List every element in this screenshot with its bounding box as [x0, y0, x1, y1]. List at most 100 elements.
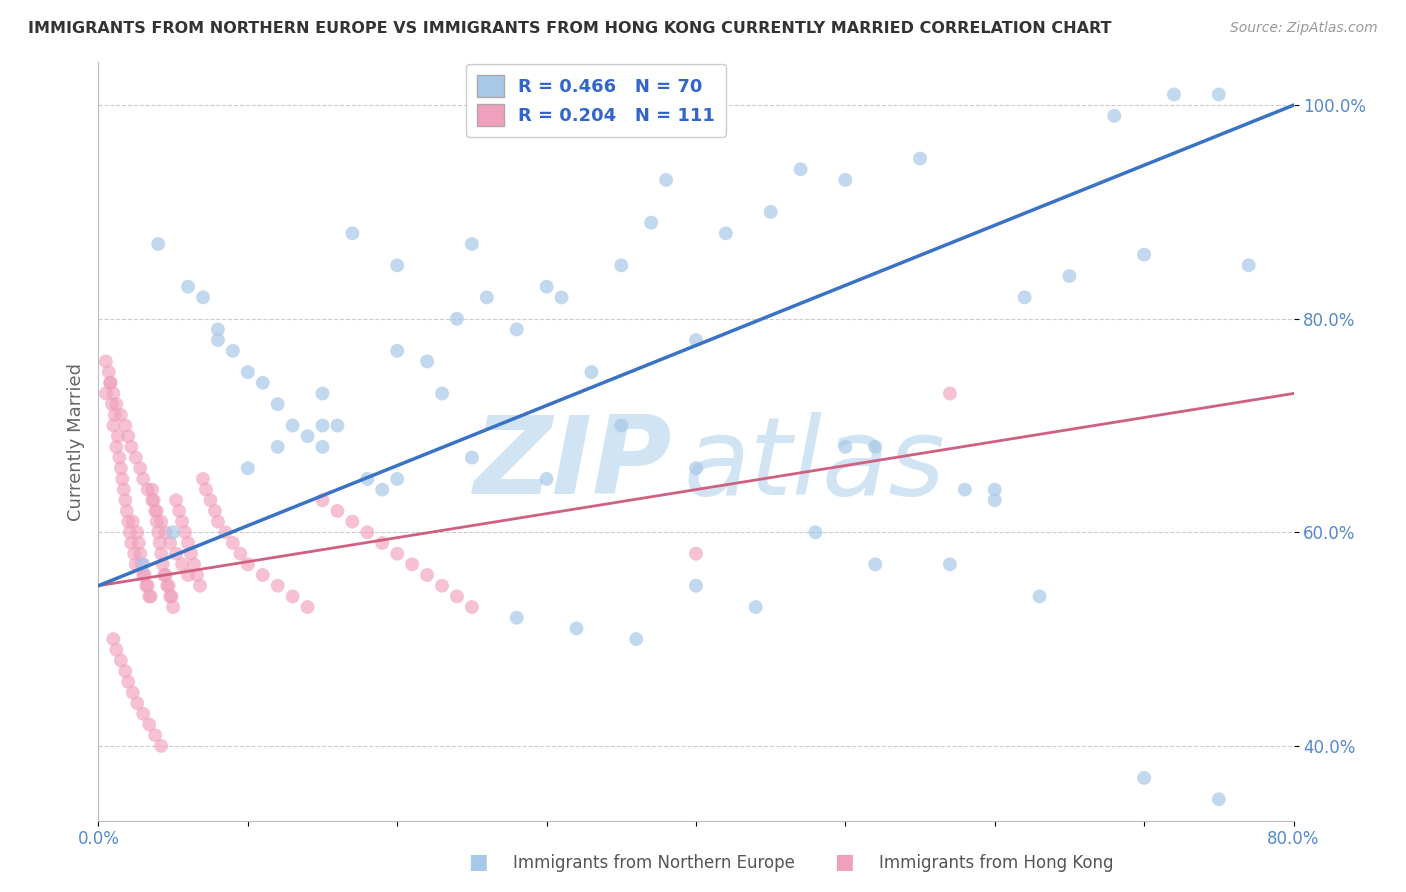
Point: [236, 558, 259, 572]
Point: [385, 547, 409, 561]
Point: [94, 386, 117, 401]
Point: [685, 579, 707, 593]
Text: ■: ■: [834, 853, 853, 872]
Point: [1208, 87, 1230, 102]
Point: [506, 322, 529, 336]
Point: [125, 558, 148, 572]
Point: [1028, 590, 1050, 604]
Point: [430, 386, 453, 401]
Point: [94, 354, 117, 368]
Point: [124, 547, 146, 561]
Point: [834, 173, 856, 187]
Text: Source: ZipAtlas.com: Source: ZipAtlas.com: [1230, 21, 1378, 35]
Point: [159, 536, 181, 550]
Point: [908, 152, 931, 166]
Point: [174, 525, 197, 540]
Point: [108, 450, 131, 465]
Point: [461, 600, 484, 615]
Point: [139, 590, 162, 604]
Point: [1059, 268, 1081, 283]
Point: [172, 515, 194, 529]
Point: [127, 525, 149, 540]
Point: [105, 642, 128, 657]
Point: [430, 579, 453, 593]
Point: [132, 706, 155, 721]
Point: [939, 558, 962, 572]
Point: [385, 258, 409, 272]
Text: Immigrants from Hong Kong: Immigrants from Hong Kong: [879, 855, 1114, 872]
Point: [103, 386, 125, 401]
Point: [180, 547, 202, 561]
Point: [105, 440, 128, 454]
Point: [311, 418, 333, 433]
Point: [640, 216, 662, 230]
Point: [121, 685, 143, 699]
Point: [114, 418, 136, 433]
Point: [138, 590, 160, 604]
Point: [103, 418, 125, 433]
Point: [120, 536, 142, 550]
Point: [581, 365, 603, 379]
Point: [98, 376, 122, 390]
Point: [156, 579, 179, 593]
Point: [342, 515, 364, 529]
Point: [114, 664, 136, 678]
Point: [135, 579, 157, 593]
Text: ZIP: ZIP: [474, 411, 672, 517]
Point: [155, 568, 177, 582]
Point: [385, 472, 409, 486]
Point: [385, 343, 409, 358]
Point: [416, 568, 439, 582]
Point: [117, 429, 139, 443]
Point: [610, 418, 633, 433]
Point: [356, 525, 378, 540]
Point: [143, 504, 166, 518]
Point: [356, 472, 378, 486]
Text: atlas: atlas: [685, 412, 946, 516]
Point: [229, 547, 252, 561]
Point: [118, 525, 141, 540]
Point: [745, 600, 768, 615]
Point: [145, 504, 167, 518]
Point: [281, 590, 304, 604]
Point: [150, 547, 173, 561]
Point: [1133, 771, 1156, 785]
Point: [401, 558, 423, 572]
Point: [865, 440, 887, 454]
Point: [103, 632, 125, 646]
Point: [939, 386, 962, 401]
Point: [172, 558, 194, 572]
Point: [311, 493, 333, 508]
Point: [207, 515, 229, 529]
Point: [131, 558, 153, 572]
Point: [145, 515, 167, 529]
Point: [111, 472, 134, 486]
Point: [136, 483, 159, 497]
Point: [101, 397, 124, 411]
Point: [191, 472, 214, 486]
Point: [110, 408, 132, 422]
Point: [97, 365, 120, 379]
Point: [865, 558, 887, 572]
Point: [804, 525, 827, 540]
Point: [152, 558, 174, 572]
Point: [200, 493, 222, 508]
Point: [160, 590, 183, 604]
Point: [162, 600, 184, 615]
Point: [141, 483, 163, 497]
Point: [446, 311, 468, 326]
Point: [236, 365, 259, 379]
Point: [222, 536, 245, 550]
Point: [214, 525, 236, 540]
Point: [150, 739, 173, 753]
Point: [565, 622, 588, 636]
Point: [98, 376, 122, 390]
Point: [159, 590, 181, 604]
Point: [112, 483, 135, 497]
Point: [125, 450, 148, 465]
Point: [685, 461, 707, 475]
Point: [953, 483, 976, 497]
Point: [326, 418, 349, 433]
Point: [142, 493, 165, 508]
Point: [297, 600, 319, 615]
